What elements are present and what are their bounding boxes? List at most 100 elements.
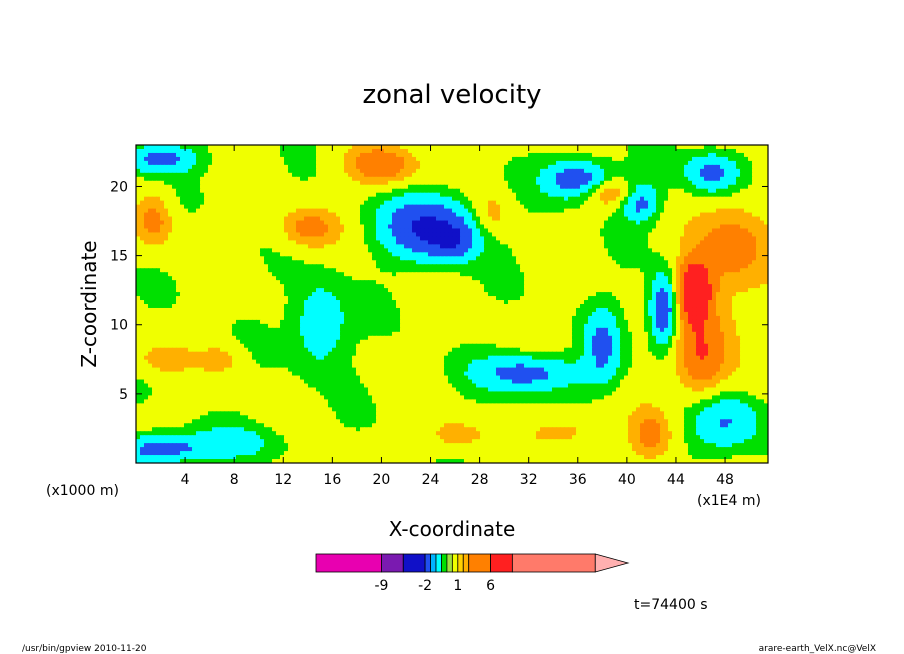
field-cell (328, 220, 333, 226)
field-cell (568, 152, 573, 158)
field-cell (224, 236, 229, 242)
field-cell (700, 160, 705, 166)
field-cell (184, 204, 189, 210)
field-cell (704, 232, 709, 238)
field-cell (616, 145, 621, 150)
field-cell (260, 256, 265, 261)
field-cell (496, 200, 501, 206)
field-cell (500, 244, 505, 249)
field-cell (160, 164, 165, 170)
field-cell (460, 224, 465, 230)
field-cell (532, 224, 537, 230)
field-cell (164, 252, 169, 257)
field-cell (668, 248, 673, 253)
field-cell (700, 180, 705, 186)
field-cell (392, 236, 397, 242)
field-cell (736, 212, 741, 218)
field-cell (748, 260, 753, 265)
field-cell (308, 145, 313, 150)
field-cell (440, 236, 445, 242)
field-cell (556, 236, 561, 242)
field-cell (152, 192, 157, 198)
field-cell (292, 268, 297, 273)
field-cell (368, 248, 373, 253)
field-cell (468, 228, 473, 234)
field-cell (612, 216, 617, 222)
field-cell (392, 220, 397, 226)
field-cell (264, 212, 269, 218)
field-cell (764, 244, 768, 249)
field-cell (240, 176, 245, 182)
field-cell (420, 220, 425, 226)
field-cell (748, 232, 753, 238)
field-cell (760, 216, 765, 222)
field-cell (188, 212, 193, 218)
field-cell (616, 208, 621, 214)
field-cell (536, 188, 541, 194)
field-cell (168, 200, 173, 206)
field-cell (368, 252, 373, 257)
field-cell (528, 236, 533, 242)
field-cell (640, 228, 645, 234)
field-cell (340, 160, 345, 166)
field-cell (548, 208, 553, 214)
field-cell (424, 200, 429, 206)
field-cell (764, 192, 768, 198)
field-cell (692, 224, 697, 230)
field-cell (680, 208, 685, 214)
field-cell (728, 220, 733, 226)
field-cell (244, 188, 249, 194)
field-cell (372, 188, 377, 194)
field-cell (168, 164, 173, 170)
field-cell (696, 232, 701, 238)
field-cell (616, 216, 621, 222)
field-cell (528, 160, 533, 166)
field-cell (464, 228, 469, 234)
field-cell (408, 196, 413, 202)
field-cell (332, 244, 337, 249)
field-cell (140, 236, 145, 242)
field-cell (576, 236, 581, 242)
field-cell (164, 180, 169, 186)
field-cell (312, 220, 317, 226)
field-cell (524, 248, 529, 253)
field-cell (704, 176, 709, 182)
field-cell (448, 164, 453, 170)
field-cell (700, 260, 705, 265)
field-cell (284, 252, 289, 257)
field-cell (744, 224, 749, 230)
field-cell (652, 216, 657, 222)
field-cell (392, 260, 397, 265)
field-cell (204, 204, 209, 210)
field-cell (632, 256, 637, 261)
field-cell (252, 204, 257, 210)
field-cell (272, 196, 277, 202)
field-cell (660, 264, 665, 269)
field-cell (436, 204, 441, 210)
field-cell (744, 252, 749, 257)
field-cell (756, 156, 761, 162)
field-cell (760, 160, 765, 166)
field-cell (252, 256, 257, 261)
field-cell (180, 180, 185, 186)
field-cell (680, 240, 685, 245)
field-cell (260, 220, 265, 226)
field-cell (284, 160, 289, 166)
field-cell (444, 212, 449, 218)
field-cell (268, 260, 273, 265)
field-cell (192, 192, 197, 198)
field-cell (144, 204, 149, 210)
field-cell (764, 180, 768, 186)
field-cell (516, 152, 521, 158)
field-cell (220, 248, 225, 253)
field-cell (648, 252, 653, 257)
field-cell (204, 268, 209, 273)
field-cell (232, 188, 237, 194)
field-cell (440, 256, 445, 261)
field-cell (636, 240, 641, 245)
field-cell (460, 244, 465, 249)
field-cell (228, 200, 233, 206)
field-cell (176, 268, 181, 273)
field-cell (684, 224, 689, 230)
field-cell (240, 184, 245, 190)
